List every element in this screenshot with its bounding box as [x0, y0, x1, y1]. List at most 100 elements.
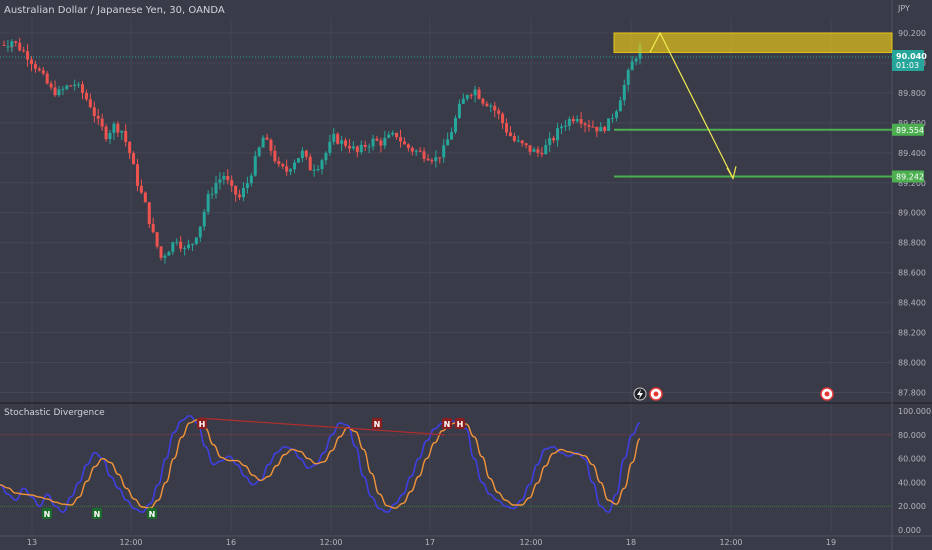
- candle-body: [112, 123, 116, 133]
- candle-body: [265, 137, 269, 140]
- candle-body: [579, 119, 583, 124]
- candle-body: [308, 156, 312, 171]
- candle-body: [516, 140, 520, 142]
- divergence-marker-label: H: [199, 420, 206, 429]
- candle-body: [328, 141, 332, 153]
- divergence-marker-label: N: [149, 510, 156, 519]
- candle-body: [489, 105, 493, 107]
- candle-body: [571, 119, 575, 122]
- candle-body: [524, 143, 528, 146]
- candle-body: [159, 246, 163, 258]
- candle-body: [53, 87, 57, 96]
- candle-body: [528, 145, 532, 152]
- symbol-title: Australian Dollar / Japanese Yen, 30, OA…: [4, 5, 225, 16]
- candle-body: [96, 115, 100, 119]
- candle-body: [10, 41, 14, 47]
- oscillator-tick-label: 20.000: [898, 502, 926, 511]
- candle-body: [473, 89, 477, 96]
- divergence-marker: [455, 418, 465, 429]
- price-tick-label: 89.200: [898, 179, 926, 188]
- candle-body: [281, 164, 285, 167]
- candle-body: [501, 113, 505, 124]
- price-tick-label: 88.200: [898, 329, 926, 338]
- candle-body: [18, 42, 22, 51]
- candle-body: [618, 100, 622, 112]
- price-tick-label: 89.000: [898, 209, 926, 218]
- time-tick-label: 16: [226, 538, 236, 547]
- candle-body: [614, 111, 618, 118]
- candle-body: [410, 147, 414, 152]
- candle-body: [300, 150, 304, 159]
- divergence-marker: [92, 508, 102, 519]
- price-tick-label: 89.400: [898, 149, 926, 158]
- candle-body: [41, 70, 45, 74]
- oscillator-tick-label: 100.000: [898, 407, 931, 416]
- candle-body: [214, 182, 218, 194]
- price-tick-label: 89.800: [898, 89, 926, 98]
- candle-body: [69, 85, 73, 87]
- candle-body: [241, 188, 245, 198]
- candle-body: [6, 46, 10, 48]
- candle-body: [367, 146, 371, 148]
- candle-body: [402, 141, 406, 145]
- candle-body: [289, 169, 293, 172]
- price-tick-label: 89.600: [898, 119, 926, 128]
- candle-body: [591, 126, 595, 128]
- time-tick-label: 12:00: [719, 538, 742, 547]
- candle-body: [332, 133, 336, 142]
- candle-body: [395, 132, 399, 138]
- candle-body: [171, 242, 175, 252]
- candle-body: [344, 140, 348, 146]
- candle-body: [438, 157, 442, 159]
- countdown-label: 01:03: [896, 61, 919, 70]
- current-price-badge: [892, 49, 924, 71]
- candle-body: [316, 169, 320, 171]
- candle-body: [210, 193, 214, 195]
- candle-body: [505, 123, 509, 133]
- projection-arrow: [649, 31, 734, 179]
- candle-body: [406, 144, 410, 148]
- candle-body: [599, 127, 603, 132]
- candle-body: [187, 244, 191, 249]
- candle-body: [512, 135, 516, 141]
- candle-body: [128, 141, 132, 154]
- candle-body: [399, 137, 403, 142]
- candle-body: [14, 41, 18, 43]
- candle-body: [375, 138, 379, 141]
- candle-body: [324, 152, 328, 161]
- divergence-marker-label: N: [44, 510, 51, 519]
- candle-body: [351, 146, 355, 149]
- price-tick-label: 88.000: [898, 359, 926, 368]
- candle-body: [151, 223, 155, 233]
- candle-body: [453, 117, 457, 133]
- candle-body: [92, 107, 96, 116]
- candle-body: [124, 130, 128, 142]
- time-tick-label: 12:00: [519, 538, 542, 547]
- candle-body: [497, 110, 501, 114]
- candle-body: [556, 128, 560, 141]
- level-price-label: 89.242: [896, 172, 924, 181]
- candle-body: [477, 89, 481, 99]
- candle-body: [120, 130, 124, 133]
- candle-body: [363, 144, 367, 147]
- oscillator-tick-label: 0.000: [898, 526, 921, 535]
- candle-body: [320, 160, 324, 170]
- divergence-marker-label: H: [457, 420, 464, 429]
- divergence-marker-label: N: [94, 510, 101, 519]
- candle-body: [245, 183, 249, 189]
- candle-body: [446, 139, 450, 146]
- candle-body: [422, 151, 426, 159]
- divergence-marker-label: N: [374, 420, 381, 429]
- candle-body: [532, 149, 536, 152]
- candle-body: [563, 125, 567, 127]
- candle-body: [583, 123, 587, 126]
- candle-body: [575, 119, 579, 122]
- price-tick-label: 88.600: [898, 269, 926, 278]
- indicator-title: Stochastic Divergence: [4, 408, 105, 418]
- divergence-marker-label: N: [444, 420, 451, 429]
- time-tick-label: 13: [27, 538, 37, 547]
- candle-body: [249, 175, 253, 184]
- stoch-d-line: [0, 419, 641, 509]
- candle-body: [418, 150, 422, 152]
